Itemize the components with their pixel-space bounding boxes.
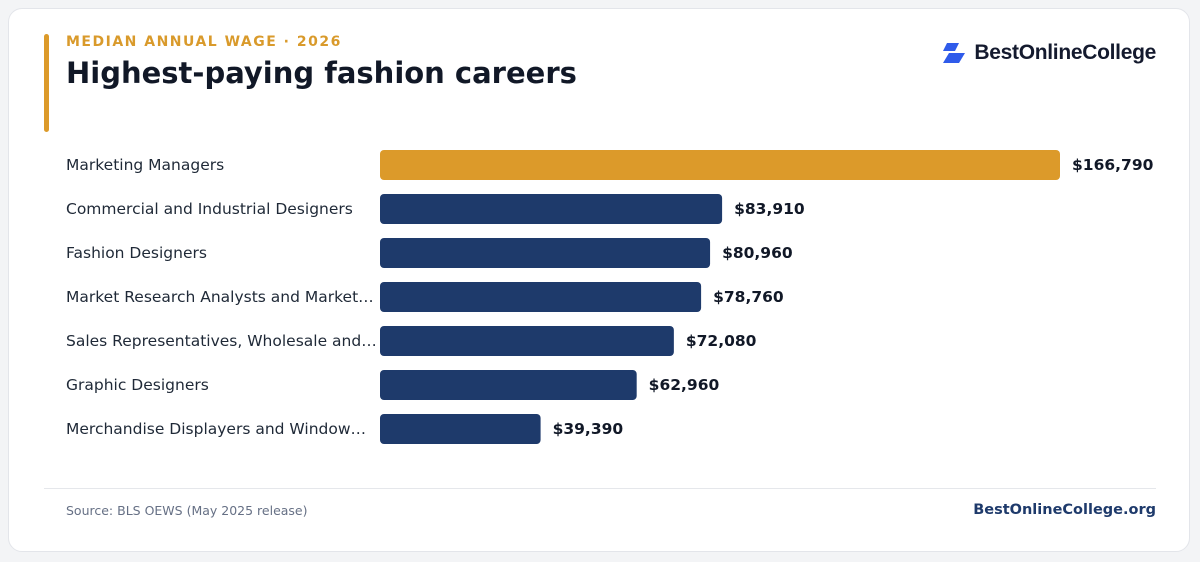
chart-card bbox=[8, 8, 1190, 552]
value-label-2: $80,960 bbox=[722, 244, 793, 262]
footer-divider bbox=[44, 488, 1156, 489]
bar-5 bbox=[380, 370, 637, 400]
bar-3 bbox=[380, 282, 702, 312]
bestonlinecollege-logo-icon bbox=[943, 43, 966, 63]
value-label-0: $166,790 bbox=[1072, 156, 1154, 174]
category-label-4: Sales Representatives, Wholesale and… bbox=[66, 332, 377, 350]
chart-title: Highest-paying fashion careers bbox=[66, 56, 577, 90]
brand-logo-text: BestOnlineCollege bbox=[974, 41, 1156, 64]
category-label-3: Market Research Analysts and Market… bbox=[66, 288, 374, 306]
value-label-3: $78,760 bbox=[713, 288, 784, 306]
brand-logo: BestOnlineCollege bbox=[940, 41, 1156, 65]
category-label-6: Merchandise Displayers and Window… bbox=[66, 420, 367, 438]
category-label-5: Graphic Designers bbox=[66, 376, 209, 394]
category-label-1: Commercial and Industrial Designers bbox=[66, 200, 353, 218]
bar-0 bbox=[380, 150, 1060, 180]
title-accent-bar bbox=[44, 34, 49, 132]
bar-6 bbox=[380, 414, 541, 444]
bar-2 bbox=[380, 238, 711, 268]
site-url: BestOnlineCollege.org bbox=[973, 502, 1156, 518]
value-label-6: $39,390 bbox=[552, 420, 624, 438]
value-label-1: $83,910 bbox=[734, 200, 805, 218]
category-label-2: Fashion Designers bbox=[66, 244, 207, 262]
source-note: Source: BLS OEWS (May 2025 release) bbox=[66, 503, 308, 518]
value-label-5: $62,960 bbox=[648, 376, 720, 394]
value-label-4: $72,080 bbox=[685, 332, 757, 350]
bar-4 bbox=[380, 326, 674, 356]
chart-kicker: MEDIAN ANNUAL WAGE · 2026 bbox=[66, 34, 342, 50]
bar-1 bbox=[380, 194, 723, 224]
category-label-0: Marketing Managers bbox=[66, 156, 225, 174]
